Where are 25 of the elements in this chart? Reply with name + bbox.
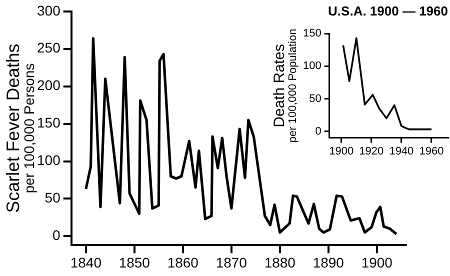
x-tick-label: 1840	[70, 254, 102, 270]
x-tick-label: 1880	[264, 254, 296, 270]
chart-title: U.S.A. 1900 — 1960	[328, 3, 448, 18]
x-tick-label: 1860	[167, 254, 199, 270]
y-tick-label: 200	[37, 77, 61, 94]
y-tick-label: 100	[302, 60, 322, 72]
y-tick-label: 50	[309, 92, 322, 105]
y-axis-title: Death Rates per 100,000 Population	[271, 28, 300, 143]
x-tick-label: 1890	[312, 254, 344, 270]
x-tick-label: 1920	[359, 145, 384, 158]
x-tick-label: 1960	[419, 145, 444, 158]
x-tick-label: 1940	[389, 145, 414, 158]
y-tick-label: 0	[52, 227, 61, 244]
y-tick-label: 50	[44, 190, 61, 206]
y-tick-label: 150	[37, 114, 61, 131]
y-tick-label: 100	[37, 152, 61, 168]
y-tick-label: 250	[37, 40, 61, 56]
y-axis-title: Scarlet Fever Deaths per 100,000 Persons	[2, 44, 37, 213]
y-tick-label: 150	[302, 28, 322, 40]
y-tick-label: 0	[315, 125, 322, 138]
x-tick-label: 1900	[329, 145, 354, 158]
x-tick-label: 1870	[216, 254, 248, 270]
x-tick-label: 1850	[118, 254, 150, 270]
y-tick-label: 300	[37, 2, 61, 18]
x-tick-label: 1900	[361, 254, 393, 270]
